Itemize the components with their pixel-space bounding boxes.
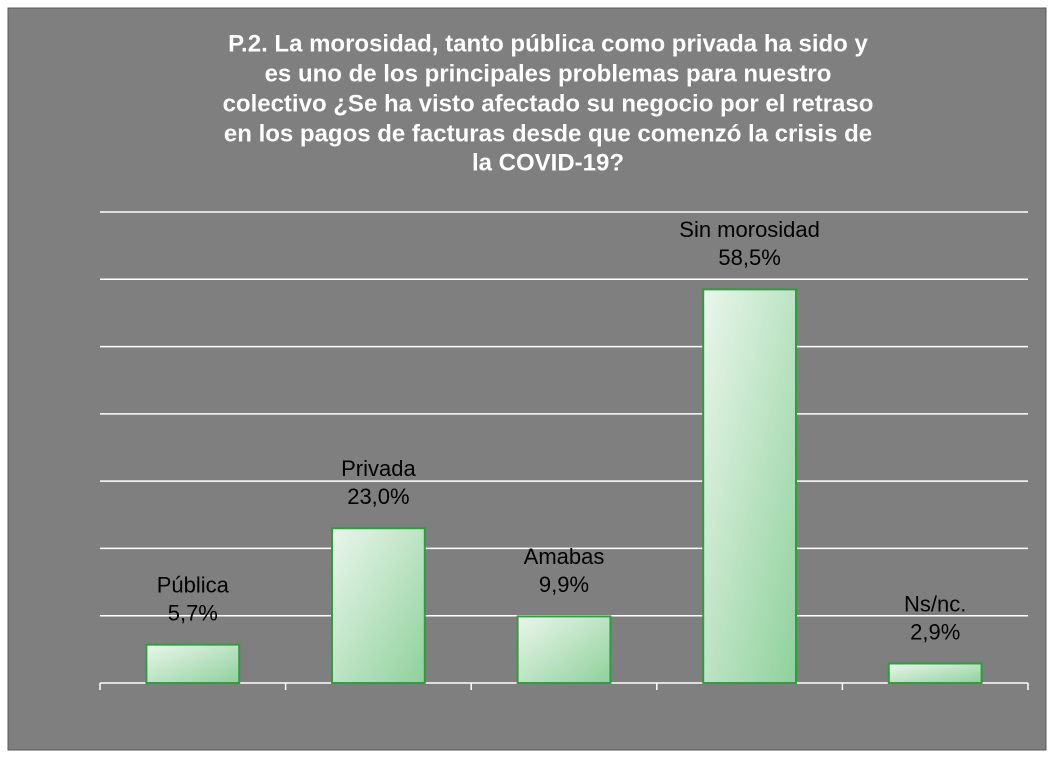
bar — [702, 288, 798, 684]
chart-title: P.2. La morosidad, tanto pública como pr… — [228, 30, 868, 57]
data-label-category: Privada — [341, 456, 416, 481]
data-label-category: Amabas — [524, 544, 605, 569]
data-label-category: Sin morosidad — [679, 217, 820, 242]
data-label: 2,9% — [910, 619, 960, 644]
bar — [145, 643, 241, 685]
chart-title: colectivo ¿Se ha visto afectado su negoc… — [223, 90, 874, 117]
chart-title: es uno de los principales problemas para… — [265, 60, 832, 87]
data-label: 9,9% — [539, 572, 589, 597]
bar — [516, 615, 612, 684]
data-label: 58,5% — [718, 245, 780, 270]
chart-title: en los pagos de facturas desde que comen… — [224, 120, 872, 147]
data-label-category: Ns/nc. — [904, 591, 966, 616]
bar — [331, 527, 426, 684]
bar — [887, 662, 983, 684]
chart-title: la COVID-19? — [472, 149, 624, 176]
data-label-category: Pública — [157, 572, 230, 597]
data-label: 5,7% — [168, 600, 218, 625]
data-label: 23,0% — [347, 484, 409, 509]
